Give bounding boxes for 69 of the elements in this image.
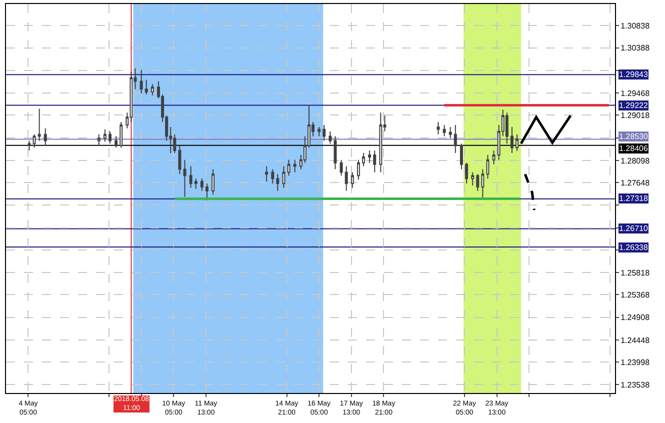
candlestick [318, 126, 321, 137]
candlestick [481, 168, 484, 198]
candlestick [194, 178, 198, 190]
candlestick [486, 154, 490, 180]
ref-line-label: 1.29843 [619, 70, 648, 79]
candlestick [334, 136, 337, 170]
candlestick [505, 112, 508, 144]
ref-line-label: 1.27318 [619, 194, 648, 203]
candlestick [448, 126, 452, 139]
candlestick [265, 166, 268, 182]
candlestick [454, 124, 457, 154]
candlestick [322, 124, 326, 142]
y-tick-label: 1.23998 [620, 358, 650, 367]
candlestick [465, 162, 468, 184]
candlestick [282, 166, 286, 188]
candlestick [350, 172, 354, 188]
candlestick [293, 159, 296, 173]
y-tick-label: 1.25818 [620, 268, 650, 278]
candlestick [373, 150, 376, 173]
y-tick-label: 1.30388 [620, 44, 650, 53]
candlestick [379, 112, 382, 173]
y-tick-label: 1.23538 [620, 380, 650, 390]
candlestick [436, 122, 440, 135]
candlestick [516, 134, 519, 152]
candlestick [28, 140, 31, 152]
candlestick [108, 130, 112, 144]
candlestick [150, 84, 154, 96]
candlestick [471, 172, 474, 186]
y-tick-label: 1.24908 [620, 313, 650, 322]
candlestick [114, 136, 118, 148]
candlestick [368, 150, 372, 164]
y-tick-label: 1.27648 [620, 178, 650, 188]
candlestick [97, 134, 100, 146]
y-tick-label: 1.25368 [620, 290, 650, 300]
candlestick [344, 166, 348, 192]
candlestick [189, 166, 192, 188]
candlestick [120, 122, 123, 148]
ref-line-label: 1.29222 [619, 101, 648, 110]
ref-line-label: 1.28406 [619, 144, 648, 153]
candlestick [276, 174, 280, 192]
candlestick [492, 150, 496, 165]
candlestick [32, 134, 36, 148]
candlestick [38, 108, 41, 142]
candlestick [200, 178, 204, 192]
y-tick-label: 1.24448 [620, 336, 650, 345]
candlestick [460, 143, 463, 170]
candlestick [103, 128, 106, 142]
candlestick [44, 128, 47, 146]
candlestick [476, 174, 480, 192]
y-tick-label: 1.29018 [620, 111, 650, 120]
y-tick-label: 1.29468 [620, 88, 650, 98]
candlestick [212, 168, 215, 196]
candlestick [362, 152, 366, 167]
y-tick-label: 1.28098 [620, 156, 650, 166]
candlestick [271, 168, 274, 184]
candlestick [140, 69, 143, 94]
candlestick [328, 130, 332, 144]
ref-line-label: 1.26710 [619, 224, 648, 233]
candlestick [178, 145, 182, 175]
candlestick [340, 159, 343, 176]
candlestick [442, 124, 446, 137]
ref-line-label: 1.26338 [619, 243, 648, 252]
candlestick [144, 79, 148, 95]
candlestick [356, 159, 360, 180]
candlestick [510, 126, 514, 154]
y-tick-label: 1.30838 [620, 22, 650, 31]
candlestick [287, 159, 290, 176]
ref-line-label: 1.28530 [619, 132, 648, 141]
candlestick [183, 159, 186, 198]
